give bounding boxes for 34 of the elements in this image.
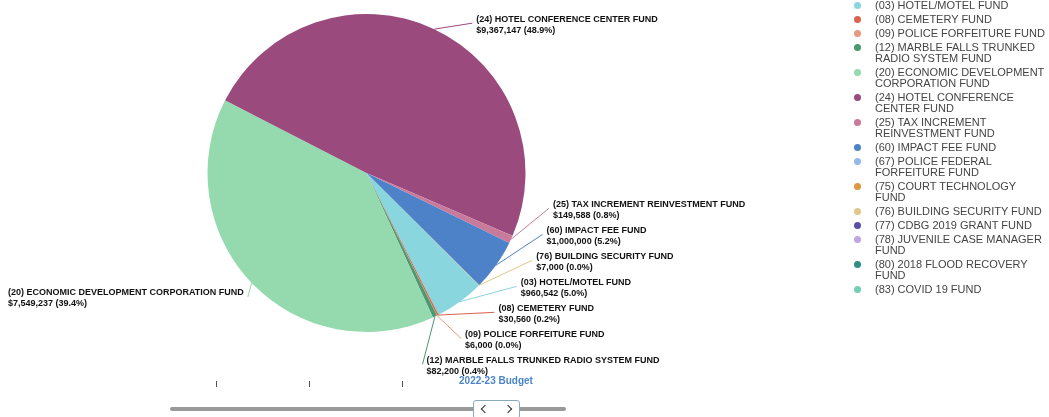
slice-label: (60) IMPACT FEE FUND: [546, 224, 647, 235]
slice-label: (25) TAX INCREMENT REINVESTMENT FUND: [552, 198, 746, 209]
data-label: $82,200 (0.4%): [426, 365, 489, 376]
data-label: $30,560 (0.2%): [498, 313, 560, 324]
legend-label: (24) HOTEL CONFERENCE CENTER FUND: [875, 91, 1015, 114]
legend-label: (75) COURT TECHNOLOGY FUND: [875, 180, 1017, 203]
legend-label: (09) POLICE FORFEITURE FUND: [875, 27, 1045, 39]
slice-label: (09) POLICE FORFEITURE FUND: [464, 328, 605, 339]
text: 2022-23 Budget: [459, 375, 534, 386]
data-label: $7,000 (0.0%): [536, 261, 593, 272]
legend-label: (25) TAX INCREMENT REINVESTMENT FUND: [875, 116, 996, 139]
slice-label: (03) HOTEL/MOTEL FUND: [520, 276, 632, 287]
data-label: $149,588 (0.8%): [552, 209, 620, 220]
legend-label: (67) POLICE FEDERAL FORFEITURE FUND: [875, 155, 993, 178]
data-label: $1,000,000 (5.2%): [546, 235, 621, 246]
legend-label: (77) CDBG 2019 GRANT FUND: [875, 219, 1032, 231]
slice-label: (76) BUILDING SECURITY FUND: [536, 250, 674, 261]
legend-label: (12) MARBLE FALLS TRUNKED RADIO SYSTEM FUND: [875, 41, 1036, 64]
slice-label: (12) MARBLE FALLS TRUNKED RADIO SYSTEM FUND: [426, 354, 660, 365]
data-label: $960,542 (5.0%): [520, 287, 588, 298]
legend-label: (78) JUVENILE CASE MANAGER FUND: [875, 233, 1043, 256]
legend-label: (20) ECONOMIC DEVELOPMENT CORPORATION FUND: [875, 66, 1046, 89]
legend-label: (60) IMPACT FEE FUND: [875, 141, 997, 153]
slice-label: (20) ECONOMIC DEVELOPMENT CORPORATION FUND: [8, 287, 245, 298]
slice-label: (08) CEMETERY FUND: [498, 302, 595, 313]
legend-label: (83) COVID 19 FUND: [875, 283, 982, 295]
legend-label: (08) CEMETERY FUND: [875, 13, 992, 25]
legend-label: (76) BUILDING SECURITY FUND: [875, 205, 1042, 217]
data-label: $9,367,147 (48.9%): [476, 24, 556, 35]
legend-label: (80) 2018 FLOOD RECOVERY FUND: [875, 258, 1029, 281]
data-label: $6,000 (0.0%): [464, 339, 522, 350]
legend-label: (03) HOTEL/MOTEL FUND: [875, 0, 1009, 11]
data-label: $7,549,237 (39.4%): [8, 298, 88, 309]
slice-label: (24) HOTEL CONFERENCE CENTER FUND: [476, 13, 659, 24]
